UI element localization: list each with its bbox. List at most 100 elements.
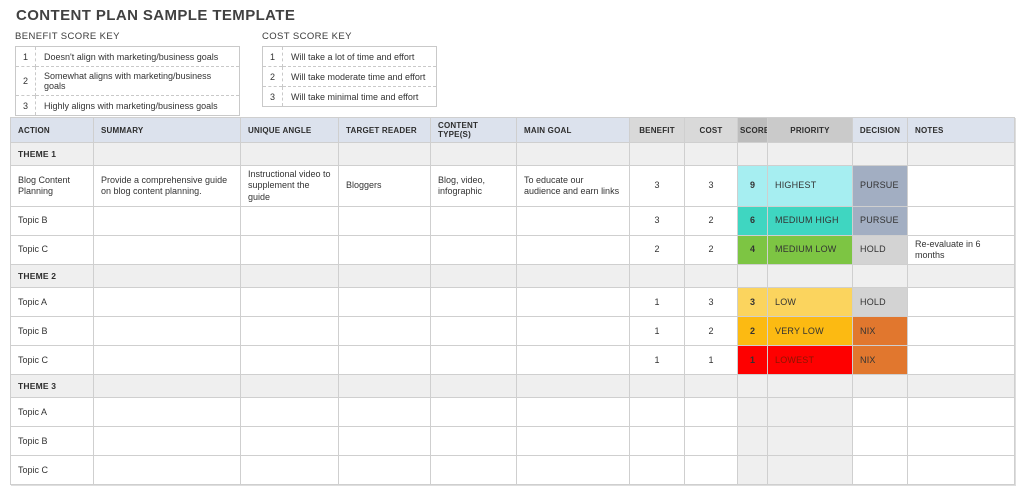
cell-action: Blog Content Planning (10, 165, 94, 207)
cell-main-goal (516, 345, 630, 376)
cell-notes (907, 316, 1015, 347)
cell-score (737, 397, 768, 428)
key-row: 1 Will take a lot of time and effort (262, 46, 437, 67)
content-plan-table-wrap: ACTION SUMMARY UNIQUE ANGLE TARGET READE… (10, 117, 1015, 486)
cell-score: 3 (737, 287, 768, 318)
cell-benefit: 1 (629, 287, 685, 318)
key-desc: Doesn't align with marketing/business go… (44, 51, 219, 62)
cell-main-goal (516, 397, 630, 428)
key-desc: Will take moderate time and effort (282, 66, 437, 87)
cell-score: 9 (737, 165, 768, 207)
cell-summary: Provide a comprehensive guide on blog co… (93, 165, 241, 207)
cell-priority: LOW (767, 287, 853, 318)
cell-summary (93, 345, 241, 376)
theme-row: THEME 2 (10, 264, 1015, 289)
col-header-target-reader: TARGET READER (338, 117, 431, 143)
cell-benefit (629, 455, 685, 486)
cell-benefit: 1 (629, 345, 685, 376)
cell-notes (907, 426, 1015, 457)
cell-priority: MEDIUM HIGH (767, 205, 853, 236)
cell-notes (907, 345, 1015, 376)
key-row: 3 Will take minimal time and effort (262, 86, 437, 107)
cost-score-key-label: COST SCORE KEY (262, 31, 352, 42)
key-score: 2 (262, 66, 283, 87)
cell-content-types (430, 426, 517, 457)
table-row: Topic C (10, 455, 1015, 486)
col-header-content-types: CONTENT TYPE(S) (430, 117, 517, 143)
cell-cost (684, 455, 738, 486)
key-row: 3 Highly aligns with marketing/business … (15, 95, 240, 116)
cell-notes (907, 455, 1015, 486)
cell-decision (852, 397, 908, 428)
cell-target-reader (338, 316, 431, 347)
col-header-summary: SUMMARY (93, 117, 241, 143)
cell-notes (907, 287, 1015, 318)
cell-action: Topic A (10, 397, 94, 428)
table-row: Topic B 1 2 2 VERY LOW NIX (10, 316, 1015, 347)
col-header-action: ACTION (10, 117, 94, 143)
cell-target-reader (338, 455, 431, 486)
cell-main-goal (516, 426, 630, 457)
cost-score-key: COST SCORE KEY 1 Will take a lot of time… (262, 31, 437, 107)
cell-summary (93, 287, 241, 318)
cell-content-types (430, 234, 517, 266)
cell-target-reader (338, 345, 431, 376)
key-desc: Somewhat aligns with marketing/business … (35, 66, 240, 96)
cell-decision: PURSUE (852, 205, 908, 236)
cell-summary (93, 205, 241, 236)
cell-unique-angle (240, 316, 339, 347)
cell-unique-angle (240, 287, 339, 318)
cell-unique-angle (240, 455, 339, 486)
col-header-priority: PRIORITY (767, 117, 853, 143)
theme-row: THEME 3 (10, 374, 1015, 399)
cell-notes (907, 165, 1015, 207)
table-row: Topic B 3 2 6 MEDIUM HIGH PURSUE (10, 205, 1015, 236)
col-header-score: SCORE (737, 117, 768, 143)
cell-score (737, 455, 768, 486)
cell-main-goal: To educate our audience and earn links (516, 165, 630, 207)
cell-notes (907, 397, 1015, 428)
cell-action: Topic C (10, 455, 94, 486)
cell-benefit: 1 (629, 316, 685, 347)
col-header-cost: COST (684, 117, 738, 143)
cell-content-types: Blog, video, infographic (430, 165, 517, 207)
cell-target-reader (338, 234, 431, 266)
cell-decision: PURSUE (852, 165, 908, 207)
cell-content-types (430, 345, 517, 376)
page-title: CONTENT PLAN SAMPLE TEMPLATE (16, 7, 296, 24)
cell-benefit: 2 (629, 234, 685, 266)
col-header-notes: NOTES (907, 117, 1015, 143)
key-desc: Highly aligns with marketing/business go… (35, 95, 240, 116)
cost-score-key-table: 1 Will take a lot of time and effort 2 W… (262, 46, 437, 107)
cell-decision (852, 455, 908, 486)
cell-priority (767, 397, 853, 428)
table-row: Topic A 1 3 3 LOW HOLD (10, 287, 1015, 318)
cell-main-goal (516, 455, 630, 486)
header-row: ACTION SUMMARY UNIQUE ANGLE TARGET READE… (10, 117, 1015, 143)
cell-target-reader: Bloggers (338, 165, 431, 207)
cell-cost: 3 (684, 165, 738, 207)
cell-decision: NIX (852, 316, 908, 347)
table-row: Topic A (10, 397, 1015, 428)
cell-benefit: 3 (629, 205, 685, 236)
cell-decision (852, 426, 908, 457)
cell-summary (93, 397, 241, 428)
cell-target-reader (338, 287, 431, 318)
cell-cost (684, 397, 738, 428)
key-score: 3 (15, 95, 36, 116)
cell-decision: HOLD (852, 287, 908, 318)
cell-score: 2 (737, 316, 768, 347)
cell-cost: 2 (684, 234, 738, 266)
cell-action: Topic C (10, 234, 94, 266)
key-row: 1 Doesn't align with marketing/business … (15, 46, 240, 67)
cell-main-goal (516, 316, 630, 347)
cell-content-types (430, 287, 517, 318)
col-header-benefit: BENEFIT (629, 117, 685, 143)
key-row: 2 Somewhat aligns with marketing/busines… (15, 66, 240, 96)
cell-main-goal (516, 287, 630, 318)
cell-unique-angle: Instructional video to supplement the gu… (240, 165, 339, 207)
cell-summary (93, 426, 241, 457)
content-plan-table: ACTION SUMMARY UNIQUE ANGLE TARGET READE… (10, 117, 1015, 486)
cell-action: Topic B (10, 426, 94, 457)
cell-score: 4 (737, 234, 768, 266)
